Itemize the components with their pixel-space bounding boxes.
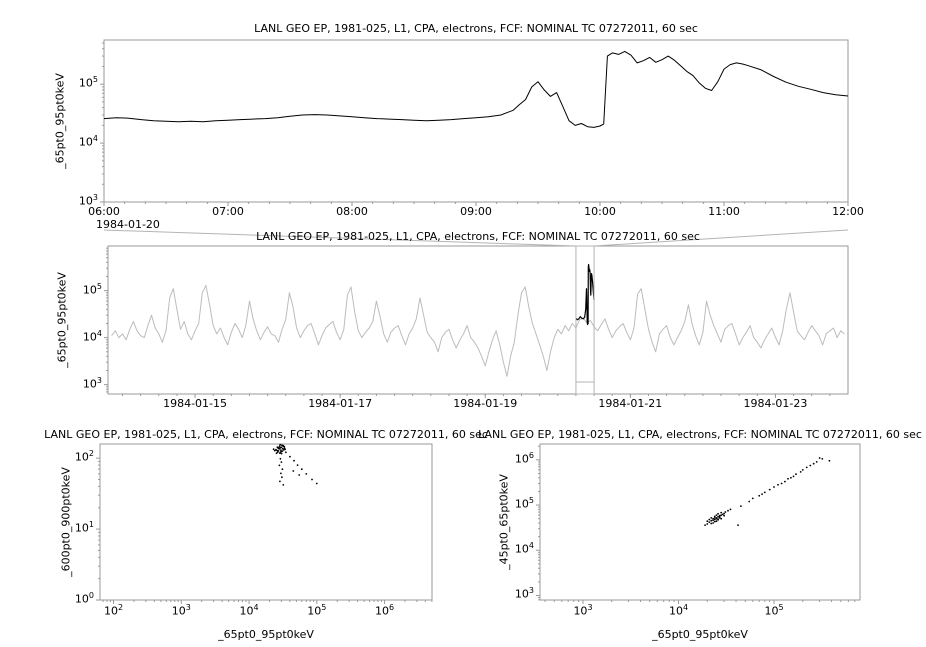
y-tick-label: 103 <box>78 193 98 208</box>
zoom-timeseries-panel[interactable] <box>100 39 849 206</box>
plot-frame <box>539 443 861 601</box>
x-tick-label: 105 <box>307 603 327 618</box>
x-tick-label: 1984-01-23 <box>743 397 808 410</box>
x-tick-label: 1984-01-21 <box>598 397 663 410</box>
panel4-x-axis-label: _65pt0_95pt0keV <box>652 628 748 641</box>
y-tick-label: 105 <box>82 281 102 297</box>
zoom-connector-right <box>594 229 849 247</box>
x-tick-label: 1984-01-19 <box>453 397 518 410</box>
panel4-y-axis-label: _45pt0_65pt0keV <box>497 474 511 570</box>
scatter-points-600-900 <box>272 443 318 486</box>
x-tick-label: 08:00 <box>336 205 368 218</box>
y-tick-label: 104 <box>514 541 534 556</box>
panel3-y-axis-label: _600pt0_900pt0keV <box>59 467 73 577</box>
x-tick-label: 105 <box>764 603 784 618</box>
y-tick-label: 101 <box>74 520 94 535</box>
panel1-date-label: 1984-01-20 <box>96 218 160 231</box>
panel4-title: LANL GEO EP, 1981-025, L1, CPA, electron… <box>478 428 922 441</box>
x-tick-label: 12:00 <box>832 205 864 218</box>
scatter-points-45-65 <box>704 457 831 526</box>
context-timeseries-panel[interactable] <box>104 245 849 398</box>
context-flux-line <box>111 284 845 377</box>
plot-frame <box>107 245 849 395</box>
y-tick-label: 103 <box>514 586 534 602</box>
zoom-connector-left <box>103 229 576 247</box>
panel1-title: LANL GEO EP, 1981-025, L1, CPA, electron… <box>254 22 698 35</box>
scatter-45-65-panel[interactable] <box>536 443 861 604</box>
y-tick-label: 105 <box>514 496 534 511</box>
y-tick-label: 106 <box>514 450 534 466</box>
x-tick-label: 11:00 <box>708 205 740 218</box>
axis-ticks <box>96 457 433 604</box>
y-tick-label: 103 <box>82 375 102 391</box>
x-tick-label: 1984-01-17 <box>308 397 373 410</box>
axis-ticks <box>100 42 849 206</box>
x-tick-label: 07:00 <box>212 205 244 218</box>
x-tick-label: 103 <box>573 603 593 618</box>
x-tick-label: 104 <box>668 603 689 618</box>
plot-frame <box>99 443 433 601</box>
y-tick-label: 100 <box>74 591 94 606</box>
panel2-title: LANL GEO EP, 1981-025, L1, CPA, electron… <box>256 230 700 243</box>
x-tick-label: 06:00 <box>88 205 120 218</box>
x-tick-label: 103 <box>171 603 191 618</box>
panel1-y-axis-label: _65pt0_95pt0keV <box>53 73 67 169</box>
y-tick-label: 105 <box>78 75 98 90</box>
y-tick-label: 102 <box>74 449 94 464</box>
x-tick-label: 1984-01-15 <box>163 397 228 410</box>
x-tick-label: 10:00 <box>584 205 616 218</box>
axis-ticks <box>104 247 831 398</box>
panel3-x-axis-label: _65pt0_95pt0keV <box>218 628 314 641</box>
axis-ticks <box>536 445 856 604</box>
scatter-600-900-panel[interactable] <box>96 443 433 604</box>
electron-flux-line <box>103 50 849 128</box>
x-tick-label: 106 <box>375 603 395 618</box>
panel2-y-axis-label: _65pt0_95pt0keV <box>55 272 69 368</box>
x-tick-label: 09:00 <box>460 205 492 218</box>
y-tick-label: 104 <box>78 134 98 149</box>
highlighted-interval-line <box>575 263 595 326</box>
panel3-title: LANL GEO EP, 1981-025, L1, CPA, electron… <box>44 428 488 441</box>
selection-box[interactable] <box>575 245 595 395</box>
y-tick-label: 104 <box>82 328 102 344</box>
x-tick-label: 102 <box>104 603 124 618</box>
x-tick-label: 104 <box>239 603 259 618</box>
